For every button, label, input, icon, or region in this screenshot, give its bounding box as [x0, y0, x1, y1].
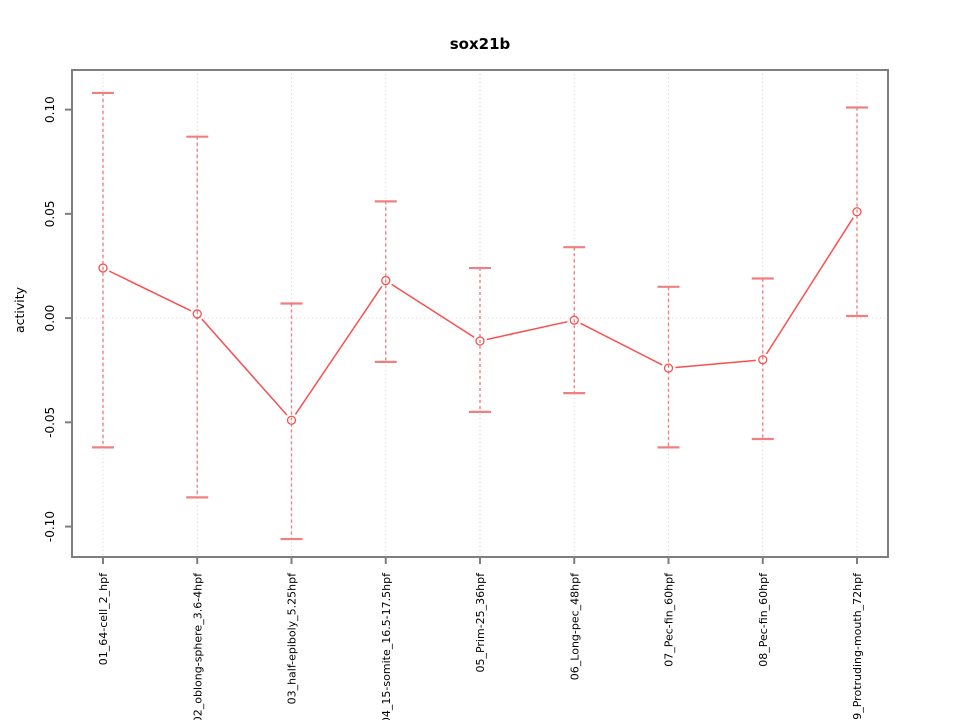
series-segment	[765, 217, 854, 355]
x-tick-label: 04_15-somite_16.5-17.5hpf	[380, 572, 393, 720]
y-tick-label: -0.10	[43, 511, 57, 542]
x-tick-label: 09_Protruding-mouth_72hpf	[851, 572, 864, 720]
x-tick-label: 06_Long-pec_48hpf	[568, 572, 581, 680]
chart-title: sox21b	[450, 35, 511, 53]
y-tick-label: -0.05	[43, 407, 57, 438]
series-segment	[201, 318, 288, 416]
series-segment	[294, 285, 383, 415]
data-point-marker	[663, 363, 674, 373]
series-segment	[108, 270, 192, 312]
x-tick-label: 01_64-cell_2_hpf	[97, 572, 110, 665]
y-tick-label: 0.05	[43, 200, 57, 227]
data-point-marker	[569, 315, 579, 325]
plot-area: 0.10 0.05 0.00 -0.05 -0.10 01_64-cell_2_hpf 02…	[43, 69, 889, 720]
series-segment	[391, 283, 475, 338]
y-tick-label: 0.00	[43, 305, 57, 332]
data-point-marker	[758, 355, 768, 365]
x-tick-label: 08_Pec-fin_60hpf	[757, 572, 770, 667]
series-segment	[580, 322, 663, 366]
x-tick-label: 05_Prim-25_36hpf	[474, 572, 487, 673]
plot-frame	[71, 69, 889, 558]
data-point-marker	[475, 336, 485, 346]
series-segment	[486, 320, 568, 341]
data-point-marker	[98, 263, 108, 273]
x-tick-label: 07_Pec-fin_60hpf	[663, 572, 676, 667]
x-tick-label: 02_oblong-sphere_3.6-4hpf	[191, 572, 204, 720]
data-point-marker	[381, 275, 391, 286]
data-point-marker	[852, 207, 862, 217]
series-segment	[675, 359, 756, 369]
data-point-marker	[286, 415, 297, 425]
data-point-marker	[192, 309, 202, 319]
x-tick-label: 03_half-epiboly_5.25hpf	[286, 572, 299, 705]
y-axis-label: activity	[12, 286, 27, 333]
y-tick-label: 0.10	[43, 96, 57, 123]
